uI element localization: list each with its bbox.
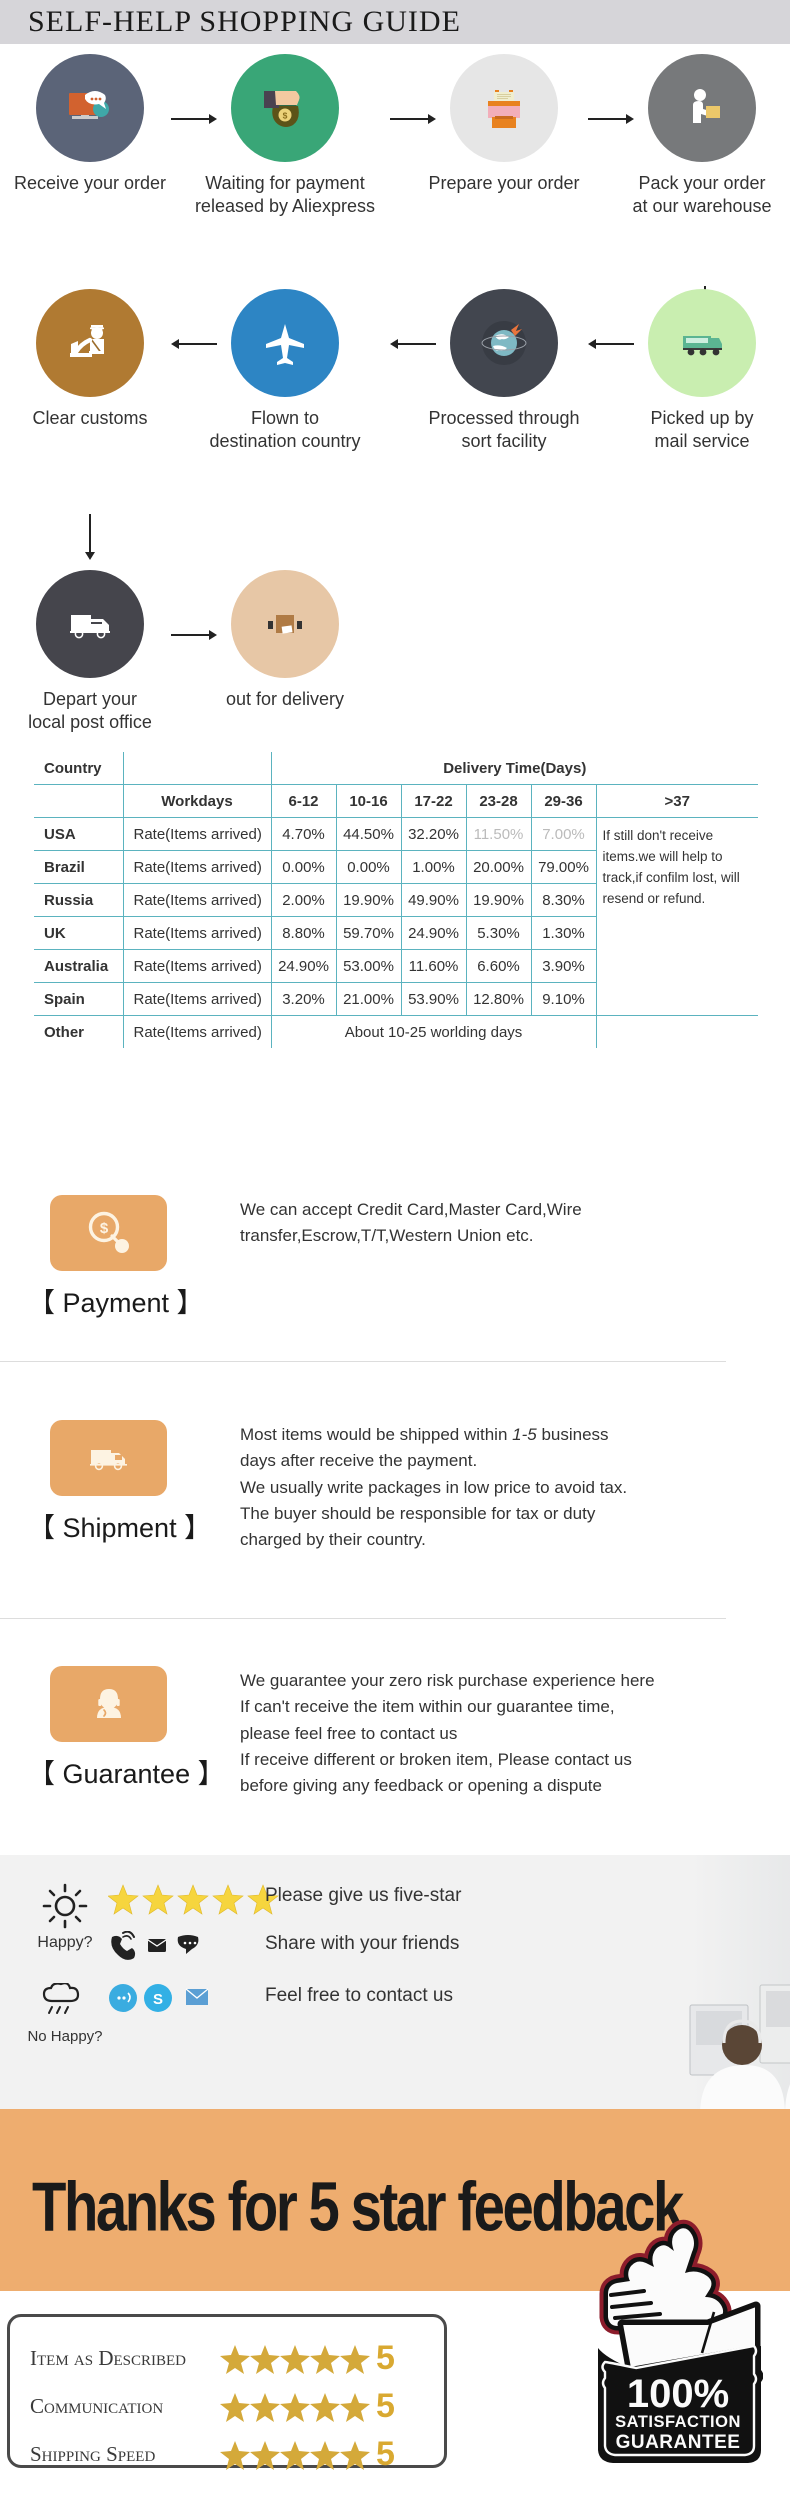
svg-text:100%: 100%	[627, 2372, 729, 2416]
svg-text:S: S	[153, 1991, 163, 2008]
svg-text:$: $	[99, 1220, 108, 1237]
svg-text:SATISFACTION: SATISFACTION	[615, 2413, 741, 2431]
svg-text:$: $	[283, 110, 288, 120]
svg-text:GUARANTEE: GUARANTEE	[616, 2432, 741, 2453]
